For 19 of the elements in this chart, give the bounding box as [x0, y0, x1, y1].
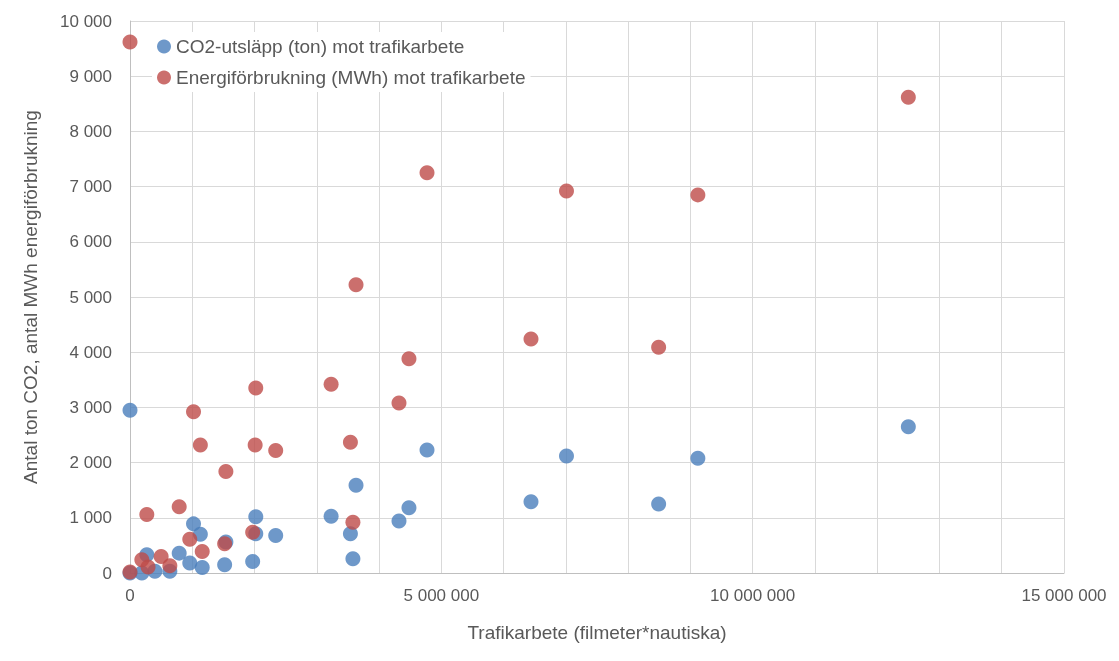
y-tick-label: 10 000 — [60, 11, 112, 31]
y-tick-label: 1 000 — [69, 508, 112, 528]
x-tick-label: 5 000 000 — [403, 586, 480, 605]
y-tick-label: 3 000 — [69, 397, 112, 417]
legend-label: Energiförbrukning (MWh) mot trafikarbete — [176, 67, 526, 88]
y-tick-label: 9 000 — [69, 66, 112, 86]
y-tick-label: 5 000 — [69, 287, 112, 307]
y-axis-title: Antal ton CO2, antal MWh energiförbrukning — [20, 110, 41, 484]
y-tick-label: 4 000 — [69, 342, 112, 362]
x-tick-label: 10 000 000 — [710, 586, 796, 605]
y-tick-label: 8 000 — [69, 121, 112, 141]
x-axis-title: Trafikarbete (filmeter*nautiska) — [467, 622, 727, 643]
y-tick-label: 2 000 — [69, 453, 112, 473]
x-tick-label: 15 000 000 — [1021, 586, 1107, 605]
y-tick-label: 0 — [102, 563, 112, 583]
y-tick-label: 6 000 — [69, 232, 112, 252]
y-tick-label: 7 000 — [69, 177, 112, 197]
legend-label: CO2-utsläpp (ton) mot trafikarbete — [176, 36, 465, 57]
x-tick-label: 0 — [125, 586, 135, 605]
